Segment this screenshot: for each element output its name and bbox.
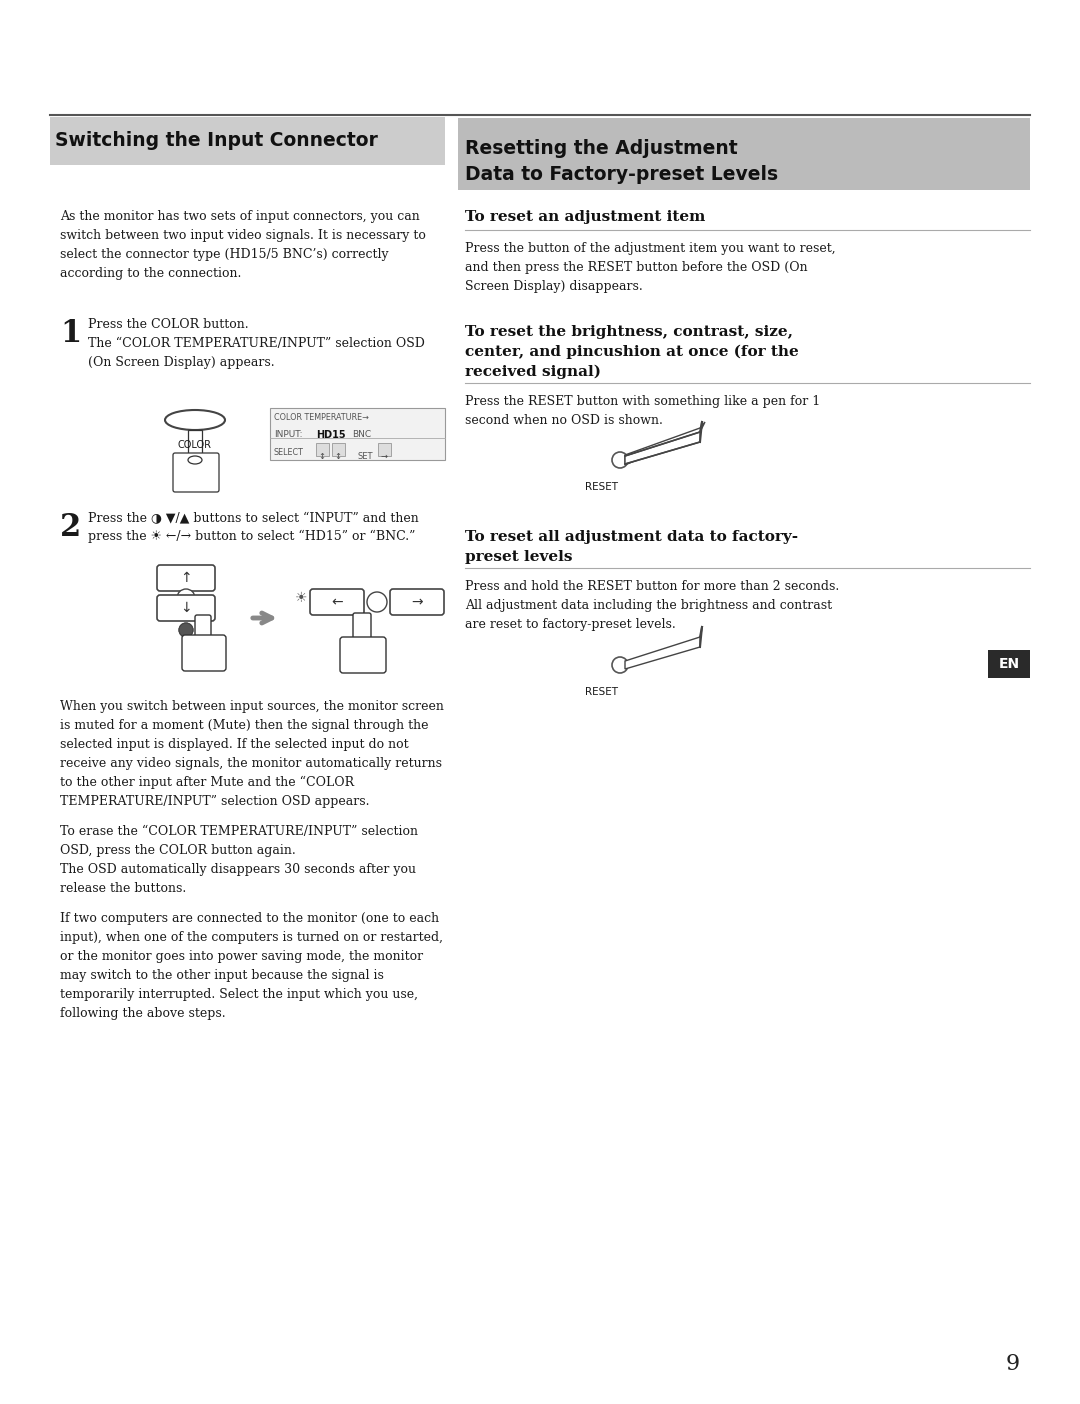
Text: RESET: RESET	[585, 687, 618, 696]
Polygon shape	[625, 637, 700, 668]
Text: INPUT:: INPUT:	[274, 430, 302, 439]
FancyBboxPatch shape	[157, 564, 215, 591]
Text: To reset the brightness, contrast, size,: To reset the brightness, contrast, size,	[465, 324, 793, 338]
Text: Press the button of the adjustment item you want to reset,
and then press the RE: Press the button of the adjustment item …	[465, 241, 836, 293]
Circle shape	[612, 657, 627, 673]
Text: To reset an adjustment item: To reset an adjustment item	[465, 211, 705, 225]
Ellipse shape	[188, 456, 202, 463]
Text: Press the ◑ ▼/▲ buttons to select “INPUT” and then: Press the ◑ ▼/▲ buttons to select “INPUT…	[87, 512, 419, 525]
Text: If two computers are connected to the monitor (one to each
input), when one of t: If two computers are connected to the mo…	[60, 913, 443, 1019]
Bar	[458, 118, 1030, 190]
Text: BNC: BNC	[352, 430, 372, 439]
Text: SELECT: SELECT	[274, 448, 303, 456]
Text: When you switch between input sources, the monitor screen
is muted for a moment : When you switch between input sources, t…	[60, 701, 444, 809]
Bar	[50, 117, 445, 166]
Text: To reset all adjustment data to factory-: To reset all adjustment data to factory-	[465, 529, 798, 543]
Text: center, and pincushion at once (for the: center, and pincushion at once (for the	[465, 345, 799, 359]
FancyBboxPatch shape	[173, 453, 219, 491]
Text: COLOR: COLOR	[178, 439, 212, 451]
Text: 9: 9	[1005, 1353, 1020, 1375]
Text: →: →	[380, 452, 388, 461]
Bar	[378, 444, 391, 456]
Text: →: →	[411, 595, 422, 609]
Bar	[988, 650, 1030, 678]
Ellipse shape	[165, 410, 225, 430]
Text: RESET: RESET	[585, 482, 618, 491]
FancyBboxPatch shape	[183, 635, 226, 671]
FancyBboxPatch shape	[310, 590, 364, 615]
Text: Press the COLOR button.
The “COLOR TEMPERATURE/INPUT” selection OSD
(On Screen D: Press the COLOR button. The “COLOR TEMPE…	[87, 317, 424, 369]
FancyBboxPatch shape	[353, 614, 372, 647]
Text: COLOR TEMPERATURE→: COLOR TEMPERATURE→	[274, 413, 369, 423]
FancyBboxPatch shape	[195, 615, 211, 647]
Text: received signal): received signal)	[465, 365, 600, 379]
Text: Press and hold the RESET button for more than 2 seconds.
All adjustment data inc: Press and hold the RESET button for more…	[465, 580, 839, 630]
Polygon shape	[625, 423, 705, 465]
Bar	[188, 430, 202, 461]
Bar	[332, 444, 345, 456]
Polygon shape	[625, 432, 700, 463]
Text: Data to Factory-preset Levels: Data to Factory-preset Levels	[465, 166, 778, 184]
Text: SET: SET	[357, 452, 374, 461]
FancyBboxPatch shape	[390, 590, 444, 615]
Text: ☀: ☀	[295, 591, 308, 605]
Text: ↓: ↓	[180, 601, 192, 615]
Circle shape	[612, 452, 627, 468]
Text: ↑: ↑	[180, 571, 192, 585]
Text: Switching the Input Connector: Switching the Input Connector	[55, 132, 378, 150]
Text: ↕: ↕	[335, 452, 341, 461]
Text: Press the RESET button with something like a pen for 1
second when no OSD is sho: Press the RESET button with something li…	[465, 395, 820, 427]
Text: As the monitor has two sets of input connectors, you can
switch between two inpu: As the monitor has two sets of input con…	[60, 211, 426, 279]
Circle shape	[367, 592, 387, 612]
Text: ←: ←	[332, 595, 342, 609]
Text: To erase the “COLOR TEMPERATURE/INPUT” selection
OSD, press the COLOR button aga: To erase the “COLOR TEMPERATURE/INPUT” s…	[60, 826, 418, 894]
Ellipse shape	[179, 623, 193, 637]
Text: ↕: ↕	[319, 452, 325, 461]
Text: HD15: HD15	[316, 430, 346, 439]
Bar	[316, 444, 329, 456]
Text: press the ☀ ←/→ button to select “HD15” or “BNC.”: press the ☀ ←/→ button to select “HD15” …	[87, 529, 416, 543]
Text: EN: EN	[998, 657, 1020, 671]
FancyBboxPatch shape	[157, 595, 215, 621]
Text: preset levels: preset levels	[465, 550, 572, 564]
Text: 1: 1	[60, 317, 81, 350]
Text: 2: 2	[60, 512, 81, 543]
Bar	[270, 409, 445, 461]
Text: Resetting the Adjustment: Resetting the Adjustment	[465, 139, 738, 157]
Circle shape	[177, 590, 195, 607]
FancyBboxPatch shape	[340, 637, 386, 673]
